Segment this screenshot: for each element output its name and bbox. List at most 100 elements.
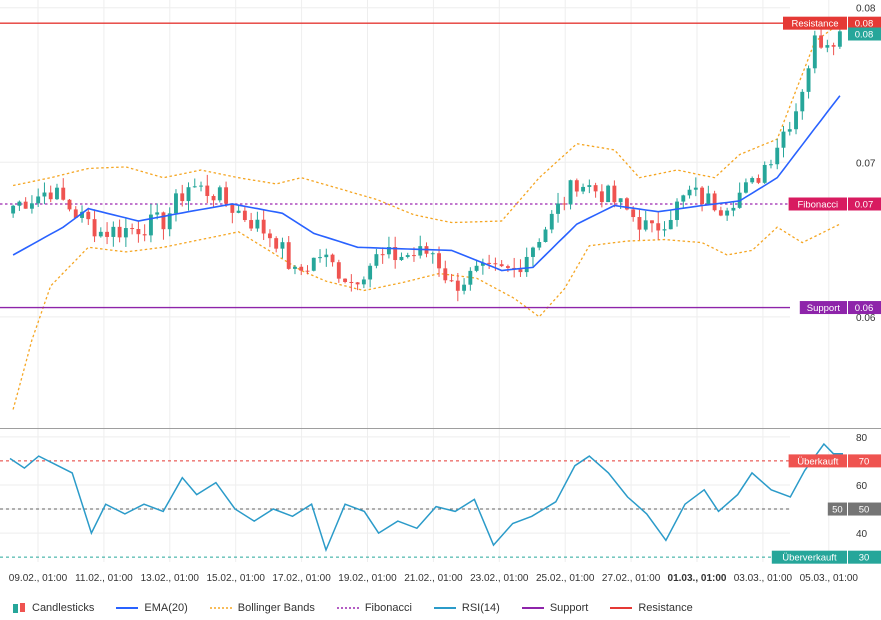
rsi-oversold-value-text: 30	[859, 553, 870, 564]
x-tick-label: 27.02., 01:00	[602, 573, 661, 584]
rsi-middle-label-text: 50	[832, 505, 843, 516]
candle-body	[449, 280, 454, 282]
candle-body	[36, 196, 41, 204]
candle-body	[280, 242, 285, 249]
candle-body	[675, 201, 679, 220]
last-price-value-tag	[848, 27, 881, 41]
rsi-oversold-value-tag	[848, 550, 881, 564]
resistance-label-tag	[783, 16, 847, 30]
candle-body	[336, 262, 341, 279]
resistance-value-tag	[848, 16, 881, 30]
candle-body	[186, 187, 191, 202]
candle-body	[643, 220, 648, 230]
rsi-oversold-label-tag	[771, 550, 847, 564]
legend-item-bollinger[interactable]: Bollinger Bands	[209, 602, 315, 614]
legend: Candlesticks EMA(20) Bollinger Bands Fib…	[0, 596, 881, 620]
candle-body	[380, 254, 385, 256]
candle-body	[537, 241, 542, 248]
candle-body	[756, 178, 761, 183]
legend-item-candlesticks[interactable]: Candlesticks	[12, 602, 94, 614]
legend-label-candlesticks: Candlesticks	[32, 602, 95, 614]
candle-body	[794, 111, 798, 130]
candle-body	[474, 265, 479, 271]
bollinger-lower-band	[12, 223, 841, 410]
candle-body	[493, 263, 498, 265]
candle-body	[837, 31, 842, 47]
rsi-tick-label: 80	[856, 433, 868, 444]
candle-body	[631, 209, 636, 218]
legend-label-rsi: RSI(14)	[461, 602, 500, 614]
candle-body	[92, 219, 97, 237]
candle-body	[599, 191, 604, 203]
candle-body	[637, 217, 642, 230]
candle-body	[42, 192, 47, 197]
candle-body	[587, 185, 592, 187]
candle-body	[148, 214, 153, 236]
candle-body	[23, 201, 28, 209]
candle-body	[443, 268, 448, 281]
candle-body	[242, 210, 247, 221]
candle-body	[806, 68, 811, 92]
price-tick-label: 0.07	[856, 158, 876, 169]
candle-body	[293, 266, 297, 269]
candle-body	[743, 182, 748, 193]
candle-body	[80, 211, 84, 218]
axes: 0.08 0.07 0.06 80 60 50 40 09.02., 01:00 11.02.,…	[9, 4, 881, 584]
candle-body	[568, 180, 573, 205]
fibonacci-line-icon	[336, 607, 359, 609]
legend-item-resistance[interactable]: Resistance	[610, 602, 693, 614]
candle-body	[286, 242, 291, 269]
fibonacci-label-tag	[788, 197, 847, 211]
candle-body	[224, 187, 229, 204]
candle-body	[750, 178, 755, 183]
last-price-value-text: 0.08	[855, 30, 874, 41]
candle-body	[386, 247, 391, 255]
main-plot-area	[0, 22, 842, 410]
candle-body	[211, 195, 216, 201]
legend-item-ema[interactable]: EMA(20)	[116, 602, 188, 614]
fibonacci-value-tag	[848, 197, 881, 211]
legend-item-rsi[interactable]: RSI(14)	[433, 602, 500, 614]
candle-body	[374, 254, 379, 266]
candle-body	[543, 229, 548, 242]
legend-item-support[interactable]: Support	[521, 602, 588, 614]
ema-line	[12, 95, 841, 272]
candle-body	[180, 193, 185, 202]
candle-body	[800, 91, 805, 112]
candle-body	[230, 203, 235, 213]
candle-body	[612, 185, 617, 203]
candle-body	[418, 246, 423, 256]
candle-body	[700, 187, 705, 204]
candle-body	[61, 187, 66, 200]
candle-body	[343, 278, 348, 282]
candle-body	[712, 193, 717, 211]
candle-body	[318, 257, 322, 259]
candle-body	[562, 203, 567, 205]
candle-body	[574, 180, 579, 192]
candle-body	[468, 270, 473, 285]
candle-body	[349, 281, 354, 283]
candle-body	[98, 231, 103, 237]
rsi-oversold-label-text: Überverkauft	[782, 553, 837, 564]
candle-body	[267, 233, 272, 239]
candle-body	[480, 262, 485, 266]
candle-body	[487, 262, 492, 264]
candle-body	[393, 247, 398, 261]
price-tick-label: 0.08	[856, 4, 876, 15]
candle-body	[593, 185, 598, 192]
candle-body	[324, 254, 329, 258]
grid	[0, 0, 881, 562]
candle-body	[725, 210, 730, 216]
candle-body	[236, 210, 241, 213]
candle-body	[412, 255, 416, 257]
legend-label-fibonacci: Fibonacci	[364, 602, 412, 614]
x-tick-label: 01.03., 01:00	[668, 573, 727, 584]
legend-item-fibonacci[interactable]: Fibonacci	[336, 602, 412, 614]
rsi-middle-value-tag	[848, 502, 881, 516]
x-tick-label: 03.03., 01:00	[734, 573, 793, 584]
candle-body	[192, 186, 197, 188]
x-tick-label: 09.02., 01:00	[9, 573, 68, 584]
candle-body	[681, 195, 686, 202]
candle-body	[787, 129, 792, 132]
candle-body	[142, 234, 147, 236]
